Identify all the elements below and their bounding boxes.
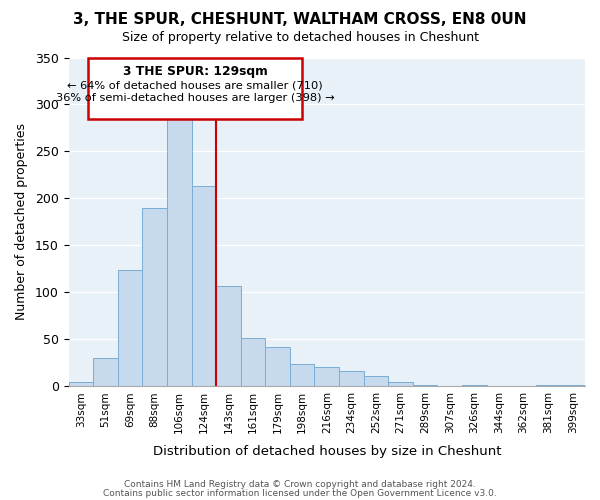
Bar [118,270,142,386]
Bar [364,376,388,386]
Bar [314,366,339,386]
Bar [388,382,413,386]
X-axis label: Distribution of detached houses by size in Cheshunt: Distribution of detached houses by size … [152,444,501,458]
Text: 36% of semi-detached houses are larger (398) →: 36% of semi-detached houses are larger (… [56,93,335,103]
Bar [167,111,191,386]
Bar [216,286,241,386]
Y-axis label: Number of detached properties: Number of detached properties [15,124,28,320]
FancyBboxPatch shape [88,58,302,118]
Bar [265,347,290,387]
Bar [142,208,167,386]
Bar [93,358,118,386]
Text: 3 THE SPUR: 129sqm: 3 THE SPUR: 129sqm [123,65,268,78]
Text: ← 64% of detached houses are smaller (710): ← 64% of detached houses are smaller (71… [67,80,323,90]
Bar [241,338,265,386]
Text: Contains public sector information licensed under the Open Government Licence v3: Contains public sector information licen… [103,488,497,498]
Bar [68,382,93,386]
Text: Size of property relative to detached houses in Cheshunt: Size of property relative to detached ho… [121,31,479,44]
Text: Contains HM Land Registry data © Crown copyright and database right 2024.: Contains HM Land Registry data © Crown c… [124,480,476,489]
Text: 3, THE SPUR, CHESHUNT, WALTHAM CROSS, EN8 0UN: 3, THE SPUR, CHESHUNT, WALTHAM CROSS, EN… [73,12,527,28]
Bar [290,364,314,386]
Bar [191,186,216,386]
Bar [339,372,364,386]
